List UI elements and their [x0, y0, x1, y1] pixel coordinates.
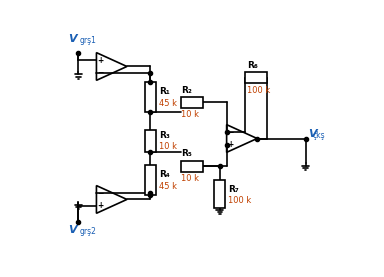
Text: 100 k: 100 k — [228, 196, 251, 205]
Text: 100 k: 100 k — [247, 86, 271, 94]
Bar — [214, 180, 225, 208]
Text: 45 k: 45 k — [159, 99, 177, 108]
Bar — [145, 130, 156, 152]
Bar — [181, 97, 203, 108]
Text: −: − — [97, 189, 103, 198]
Text: −: − — [97, 68, 103, 77]
Bar — [145, 82, 156, 112]
Text: V: V — [308, 129, 317, 139]
Text: −: − — [227, 128, 233, 137]
Text: R₁: R₁ — [159, 87, 169, 96]
Bar — [145, 165, 156, 195]
Text: 10 k: 10 k — [159, 142, 177, 151]
Text: +: + — [97, 201, 103, 210]
Text: R₃: R₃ — [159, 131, 170, 140]
Bar — [181, 161, 203, 172]
Text: R₄: R₄ — [159, 170, 169, 179]
Text: V: V — [68, 34, 77, 44]
Text: 10 k: 10 k — [181, 111, 199, 119]
Text: 45 k: 45 k — [159, 183, 177, 191]
Text: 10 k: 10 k — [181, 174, 199, 183]
Text: R₅: R₅ — [181, 149, 192, 158]
Text: R₆: R₆ — [247, 61, 258, 70]
Text: grş2: grş2 — [80, 227, 97, 236]
Text: R₇: R₇ — [228, 185, 239, 194]
Bar — [245, 72, 267, 83]
Text: çkş: çkş — [313, 131, 325, 140]
Text: R₂: R₂ — [181, 86, 192, 94]
Text: +: + — [227, 140, 233, 149]
Text: +: + — [97, 56, 103, 65]
Text: V: V — [68, 225, 77, 235]
Text: grş1: grş1 — [80, 36, 97, 45]
